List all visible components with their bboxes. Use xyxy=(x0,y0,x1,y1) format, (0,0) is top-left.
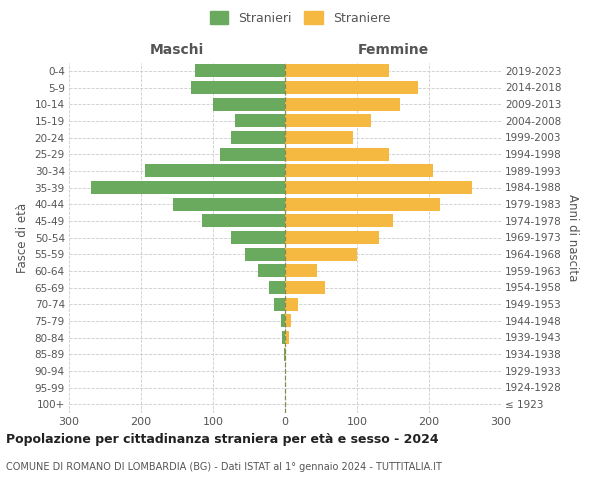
Bar xyxy=(285,164,433,177)
Legend: Stranieri, Straniere: Stranieri, Straniere xyxy=(207,8,393,28)
Bar xyxy=(282,331,285,344)
Bar xyxy=(231,131,285,144)
Bar xyxy=(245,248,285,260)
Text: Popolazione per cittadinanza straniera per età e sesso - 2024: Popolazione per cittadinanza straniera p… xyxy=(6,432,439,446)
Bar xyxy=(284,348,285,360)
Bar xyxy=(274,298,285,310)
Bar xyxy=(285,248,357,260)
Bar xyxy=(285,214,393,228)
Bar xyxy=(285,348,286,360)
Bar xyxy=(285,81,418,94)
Bar xyxy=(285,98,400,110)
Text: Femmine: Femmine xyxy=(358,44,428,58)
Bar xyxy=(285,181,472,194)
Bar xyxy=(213,98,285,110)
Bar xyxy=(191,81,285,94)
Bar xyxy=(285,281,325,294)
Bar xyxy=(285,331,289,344)
Bar xyxy=(285,231,379,244)
Bar xyxy=(285,314,291,328)
Bar xyxy=(281,314,285,328)
Bar xyxy=(285,114,371,128)
Bar xyxy=(145,164,285,177)
Bar xyxy=(285,148,389,160)
Bar xyxy=(285,131,353,144)
Y-axis label: Anni di nascita: Anni di nascita xyxy=(566,194,578,281)
Text: Maschi: Maschi xyxy=(150,44,204,58)
Y-axis label: Fasce di età: Fasce di età xyxy=(16,202,29,272)
Bar xyxy=(285,298,298,310)
Text: COMUNE DI ROMANO DI LOMBARDIA (BG) - Dati ISTAT al 1° gennaio 2024 - TUTTITALIA.: COMUNE DI ROMANO DI LOMBARDIA (BG) - Dat… xyxy=(6,462,442,472)
Bar xyxy=(173,198,285,210)
Bar xyxy=(285,64,389,78)
Bar xyxy=(202,214,285,228)
Bar xyxy=(285,264,317,278)
Bar xyxy=(235,114,285,128)
Bar xyxy=(91,181,285,194)
Bar xyxy=(285,198,440,210)
Bar xyxy=(269,281,285,294)
Bar xyxy=(220,148,285,160)
Bar xyxy=(231,231,285,244)
Bar xyxy=(195,64,285,78)
Bar xyxy=(257,264,285,278)
